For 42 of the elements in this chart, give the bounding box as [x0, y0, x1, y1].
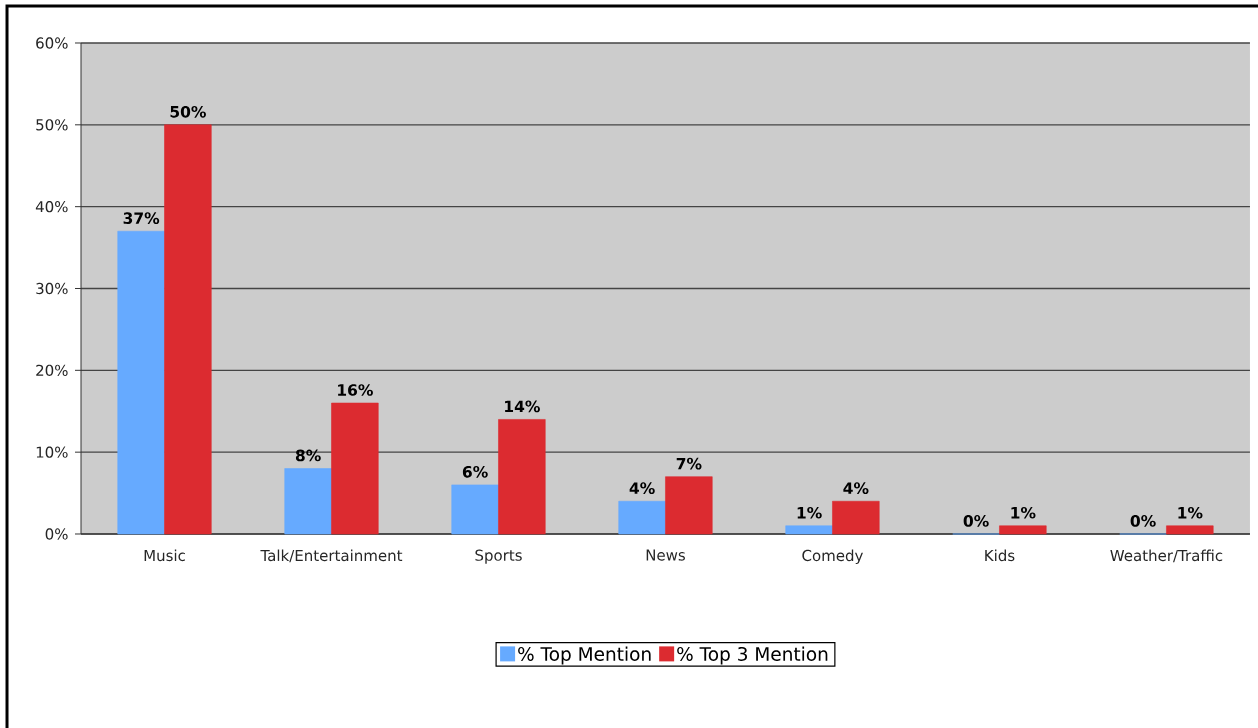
- data-label: 8%: [295, 449, 321, 462]
- y-tick-label: 30%: [36, 282, 68, 295]
- data-label: 6%: [462, 465, 488, 478]
- data-label: 16%: [338, 384, 373, 396]
- bar: [498, 419, 546, 535]
- bar: [284, 468, 332, 535]
- legend-label: % Top Mention: [518, 646, 651, 665]
- legend-label: % Top 3 Mention: [677, 646, 828, 665]
- bar: [665, 476, 713, 535]
- data-label: 0%: [963, 515, 989, 527]
- data-label: 1%: [1178, 506, 1203, 519]
- bar: [785, 525, 833, 535]
- bar: [164, 124, 212, 535]
- bar: [999, 525, 1047, 535]
- data-label: 4%: [629, 482, 655, 495]
- x-tick-label: Kids: [985, 549, 1015, 562]
- bar: [331, 402, 379, 535]
- y-tick-label: 50%: [36, 119, 68, 131]
- data-label: 4%: [843, 482, 869, 495]
- x-tick-label: Weather/Traffic: [1110, 549, 1223, 563]
- bar: [451, 484, 499, 535]
- bar: [117, 230, 165, 535]
- bar: [1166, 525, 1214, 535]
- data-label: 37%: [123, 212, 160, 225]
- bar: [618, 500, 666, 535]
- x-tick-label: News: [646, 549, 685, 561]
- data-label: 1%: [1011, 506, 1036, 519]
- data-label: 1%: [797, 506, 822, 519]
- data-label: 7%: [676, 457, 702, 470]
- y-tick-label: 10%: [36, 446, 68, 458]
- y-tick-label: 20%: [36, 364, 68, 376]
- x-tick-label: Music: [144, 549, 185, 562]
- y-tick-label: 60%: [36, 37, 68, 49]
- data-label: 50%: [170, 105, 206, 118]
- data-label: 0%: [1130, 515, 1156, 527]
- y-tick-label: 40%: [35, 200, 68, 213]
- x-tick-label: Sports: [475, 549, 522, 564]
- x-tick-label: Comedy: [802, 549, 863, 565]
- x-tick-label: Talk/Entertainment: [260, 549, 403, 563]
- data-label: 14%: [505, 400, 540, 413]
- bar: [832, 500, 880, 535]
- y-tick-label: 0%: [45, 528, 68, 540]
